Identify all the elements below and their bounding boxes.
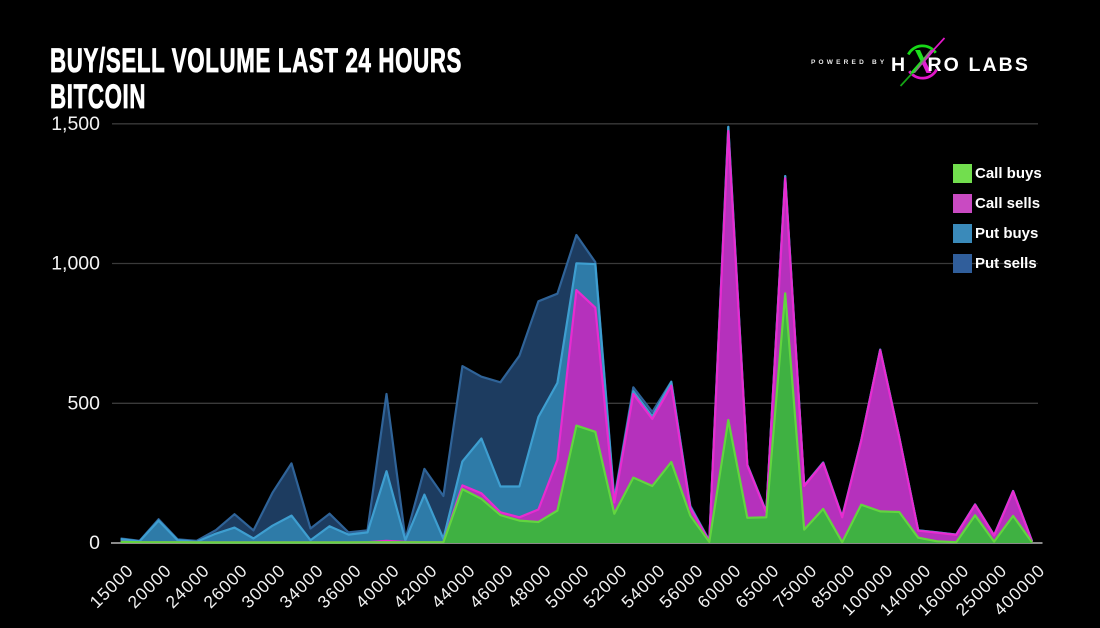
svg-text:0: 0 bbox=[89, 532, 100, 554]
svg-text:1,000: 1,000 bbox=[51, 253, 100, 275]
svg-text:1,500: 1,500 bbox=[51, 113, 100, 135]
svg-text:500: 500 bbox=[67, 392, 100, 414]
svg-text:X: X bbox=[909, 43, 935, 80]
